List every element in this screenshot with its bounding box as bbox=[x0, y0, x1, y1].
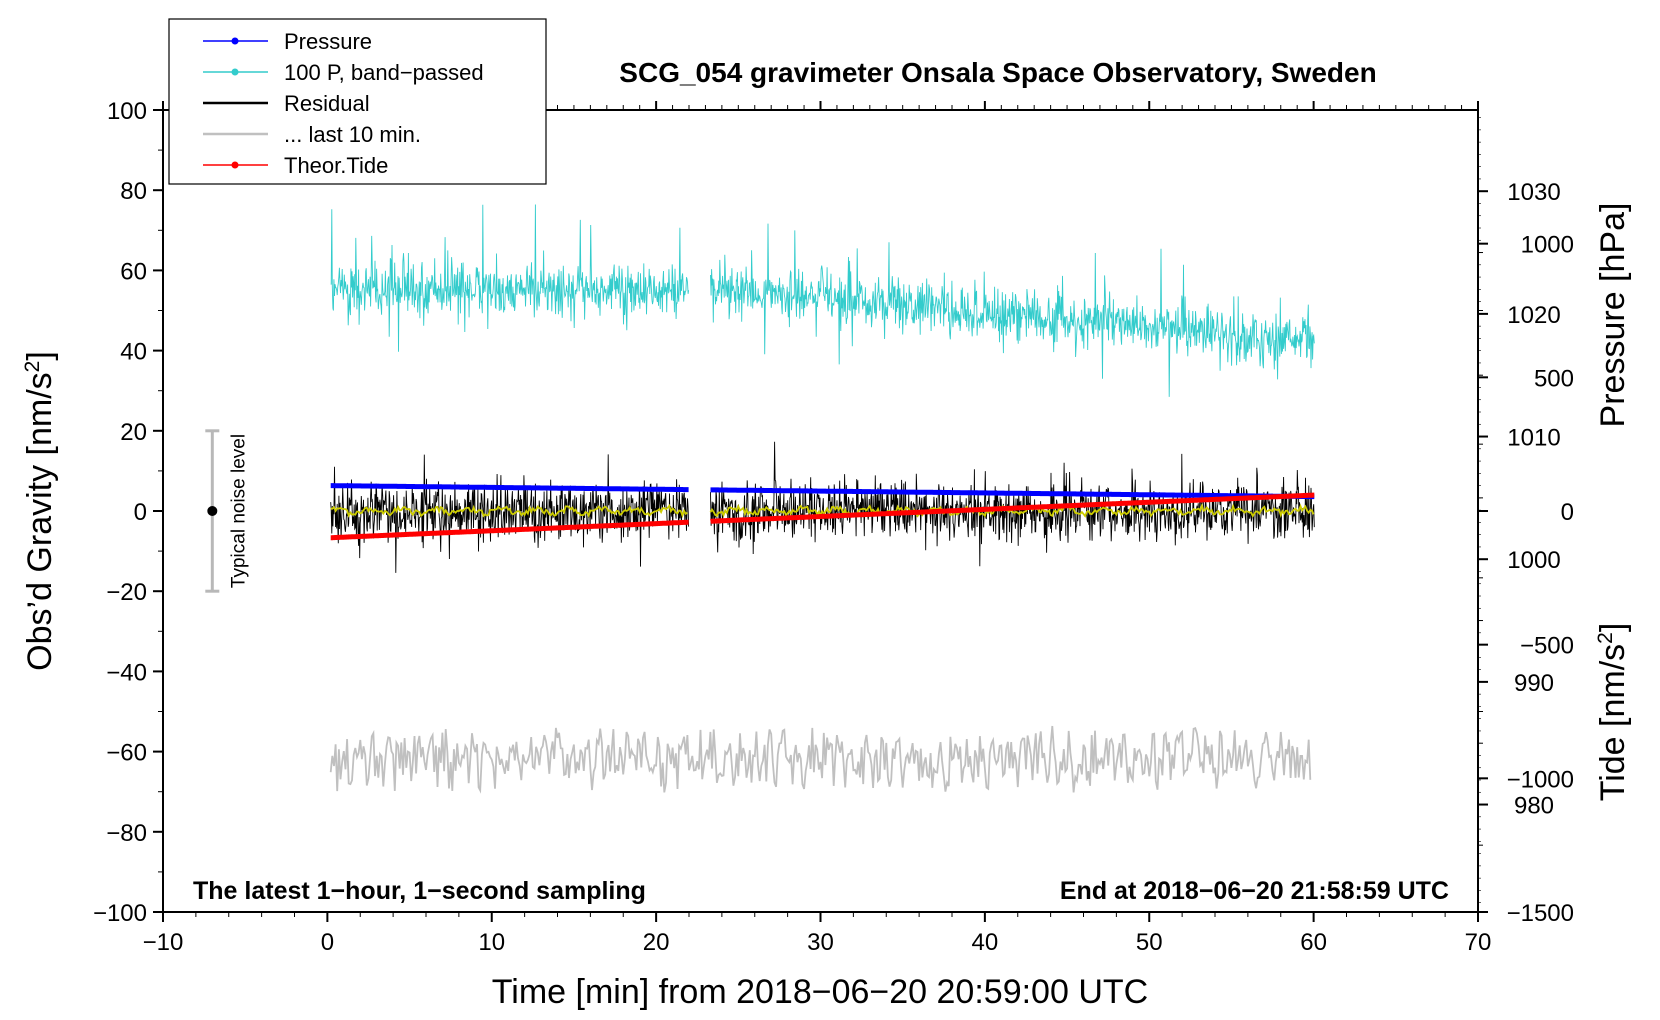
tide-axis-label: Tide [nm/s2] bbox=[1594, 623, 1632, 802]
pressure-tick-label: 1030 bbox=[1507, 179, 1560, 206]
x-axis-ticks: −10 0 10 20 30 40 50 60 70 bbox=[143, 101, 1492, 956]
series-bandpassed-pressure bbox=[330, 204, 690, 352]
y-tick-label: 40 bbox=[120, 339, 147, 366]
pressure-tick-label: 1010 bbox=[1507, 425, 1560, 452]
legend-marker bbox=[231, 68, 239, 76]
pressure-tick-label: 980 bbox=[1514, 793, 1554, 820]
x-tick-label: 60 bbox=[1300, 929, 1327, 956]
legend-marker bbox=[231, 37, 239, 45]
annotation-right: End at 2018−06−20 21:58:59 UTC bbox=[1060, 877, 1449, 905]
series-theoretical-tide bbox=[710, 492, 1315, 524]
y-tick-label: 20 bbox=[120, 419, 147, 446]
series-theoretical-tide bbox=[330, 519, 689, 541]
y-tick-label: 100 bbox=[107, 98, 147, 125]
pressure-tick-label: 1020 bbox=[1507, 302, 1560, 329]
series-pressure bbox=[330, 483, 689, 493]
x-tick-label: −10 bbox=[143, 929, 184, 956]
tide-tick-label: 500 bbox=[1534, 365, 1574, 392]
legend-label: Residual bbox=[284, 91, 370, 116]
x-tick-label: 30 bbox=[807, 929, 834, 956]
tide-tick-label: −1000 bbox=[1507, 766, 1574, 793]
legend-label: Pressure bbox=[284, 29, 372, 54]
y-tick-label: −60 bbox=[106, 740, 147, 767]
y-tick-label: 0 bbox=[134, 499, 147, 526]
series-bandpassed-pressure bbox=[710, 223, 1315, 397]
legend-label: 100 P, band−passed bbox=[284, 60, 484, 85]
pressure-tick-label: 1000 bbox=[1507, 547, 1560, 574]
y-tick-label: 60 bbox=[120, 258, 147, 285]
x-tick-label: 10 bbox=[478, 929, 505, 956]
series-pressure bbox=[710, 487, 1315, 500]
tide-tick-label: −1500 bbox=[1507, 900, 1574, 927]
y-tick-label: −40 bbox=[106, 659, 147, 686]
legend-box bbox=[168, 18, 547, 185]
pressure-axis-label: Pressure [hPa] bbox=[1594, 203, 1632, 428]
chart-title: SCG_054 gravimeter Onsala Space Observat… bbox=[619, 57, 1376, 88]
tide-tick-label: 0 bbox=[1561, 499, 1574, 526]
y-tick-label: −20 bbox=[106, 579, 147, 606]
noise-label: Typical noise level bbox=[228, 434, 249, 588]
legend-label: Theor.Tide bbox=[284, 153, 388, 178]
tide-tick-label: 1000 bbox=[1521, 232, 1574, 259]
series-residual bbox=[330, 454, 690, 573]
x-axis-label: Time [min] from 2018−06−20 20:59:00 UTC bbox=[492, 973, 1148, 1011]
y-axis-label: Obs’d Gravity [nm/s2] bbox=[21, 351, 59, 671]
y-tick-label: −80 bbox=[106, 820, 147, 847]
legend-marker bbox=[231, 161, 239, 169]
series-smoothed-residual bbox=[330, 503, 688, 519]
pressure-axis-ticks: 980 990 1000 1010 1020 1030 bbox=[1478, 117, 1561, 903]
x-tick-label: 70 bbox=[1465, 929, 1492, 956]
x-tick-label: 0 bbox=[321, 929, 334, 956]
x-tick-label: 40 bbox=[972, 929, 999, 956]
y-tick-label: 80 bbox=[120, 178, 147, 205]
noise-center-dot bbox=[207, 506, 218, 516]
x-tick-label: 20 bbox=[643, 929, 670, 956]
series-last-10-min bbox=[329, 725, 1312, 794]
series-layer bbox=[329, 204, 1315, 794]
x-tick-label: 50 bbox=[1136, 929, 1163, 956]
y-axis-ticks: −100 −80 −60 −40 −20 0 20 40 60 80 100 bbox=[93, 98, 163, 927]
noise-indicator: Typical noise level bbox=[205, 429, 249, 593]
legend-label: ... last 10 min. bbox=[284, 122, 421, 147]
series-residual bbox=[710, 441, 1315, 567]
annotation-left: The latest 1−hour, 1−second sampling bbox=[193, 877, 646, 905]
pressure-tick-label: 990 bbox=[1514, 670, 1554, 697]
tide-axis-ticks: −1500 −1000 −500 0 500 1000 bbox=[1478, 232, 1574, 927]
legend: Pressure 100 P, band−passed Residual ... la… bbox=[168, 18, 547, 185]
tide-tick-label: −500 bbox=[1520, 633, 1574, 660]
y-tick-label: −100 bbox=[93, 900, 147, 927]
